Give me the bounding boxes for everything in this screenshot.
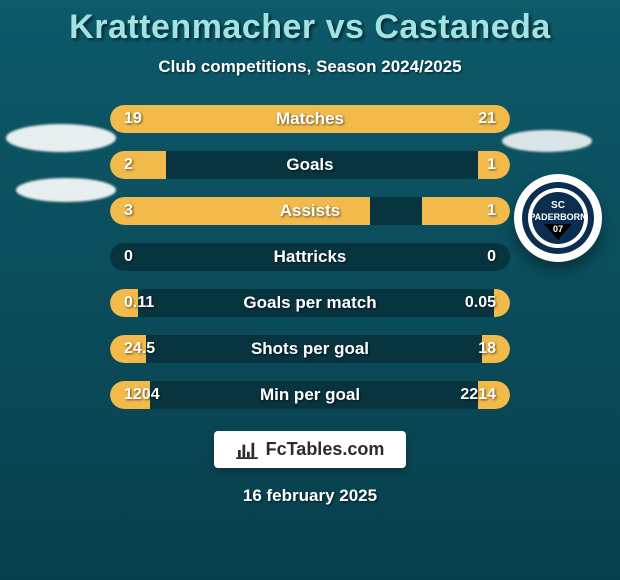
bar-chart-icon (236, 441, 258, 459)
stat-right-value: 0 (487, 243, 496, 271)
stat-label: Assists (110, 197, 510, 225)
stat-rows: 19Matches21 2Goals1 3Assists1 0Hattricks0 0.… (110, 105, 510, 409)
infographic-root: Krattenmacher vs Castaneda Club competit… (0, 0, 620, 580)
left-team-badge-placeholder (6, 124, 116, 152)
stat-label: Goals per match (110, 289, 510, 317)
right-team-badge-shadow (502, 130, 592, 152)
stat-right-value: 1 (487, 151, 496, 179)
stat-row: 0Hattricks0 (110, 243, 510, 271)
page-subtitle: Club competitions, Season 2024/2025 (158, 57, 461, 77)
stat-row: 2Goals1 (110, 151, 510, 179)
stat-right-value: 18 (478, 335, 496, 363)
brand-text: FcTables.com (266, 439, 385, 460)
stat-right-value: 21 (478, 105, 496, 133)
stat-row: 1204Min per goal2214 (110, 381, 510, 409)
page-title: Krattenmacher vs Castaneda (69, 8, 551, 47)
stat-row: 19Matches21 (110, 105, 510, 133)
right-team-badge: SC PADERBORN 07 (514, 174, 602, 262)
stat-label: Hattricks (110, 243, 510, 271)
brand-card: FcTables.com (214, 431, 407, 468)
stat-label: Goals (110, 151, 510, 179)
left-team-badge-placeholder-2 (16, 178, 116, 202)
stat-right-value: 2214 (460, 381, 496, 409)
stat-label: Shots per goal (110, 335, 510, 363)
stat-label: Matches (110, 105, 510, 133)
footer-date: 16 february 2025 (243, 486, 377, 506)
stat-row: 0.11Goals per match0.05 (110, 289, 510, 317)
stat-label: Min per goal (110, 381, 510, 409)
paderborn-crest-icon: SC PADERBORN 07 (514, 174, 602, 262)
badge-line3: 07 (553, 224, 563, 234)
stat-row: 24.5Shots per goal18 (110, 335, 510, 363)
stat-row: 3Assists1 (110, 197, 510, 225)
badge-line2: PADERBORN (529, 212, 586, 222)
badge-line1: SC (551, 200, 565, 211)
stat-right-value: 1 (487, 197, 496, 225)
stat-right-value: 0.05 (465, 289, 496, 317)
